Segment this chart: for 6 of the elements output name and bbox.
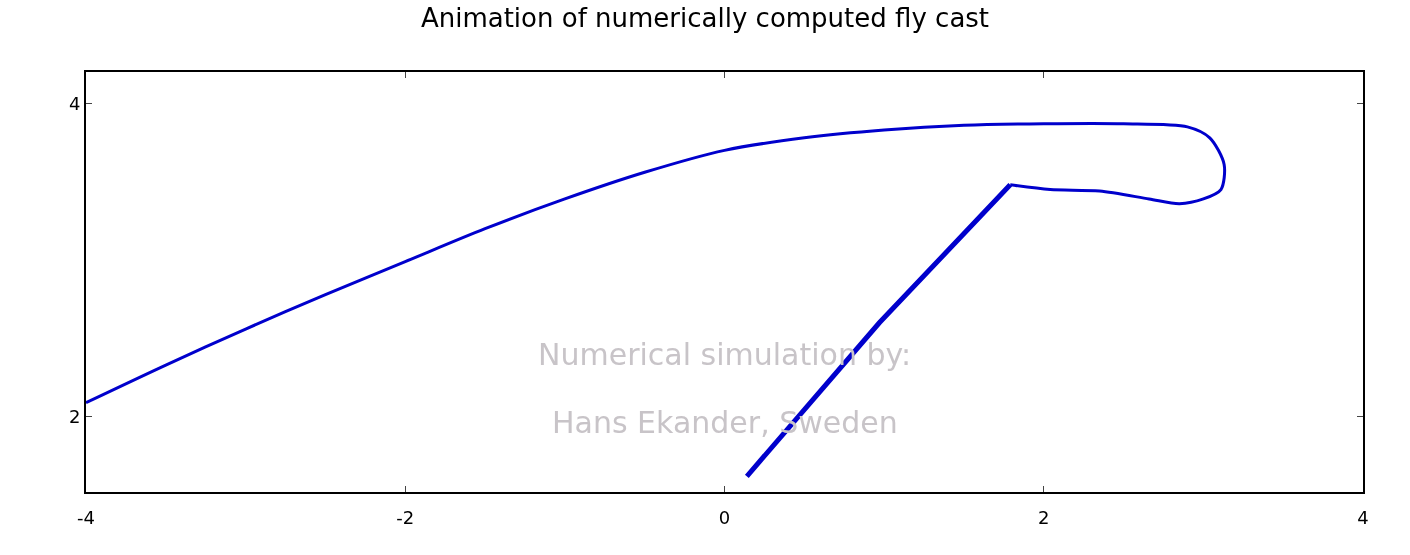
- x-tick-label: 0: [718, 506, 731, 528]
- x-tick-label: 2: [1038, 506, 1050, 528]
- x-tick-label: -4: [77, 506, 95, 528]
- x-tick-label: 4: [1357, 506, 1369, 528]
- chart-title: Animation of numerically computed fly cast: [420, 2, 990, 33]
- x-tick-label: -2: [396, 506, 415, 528]
